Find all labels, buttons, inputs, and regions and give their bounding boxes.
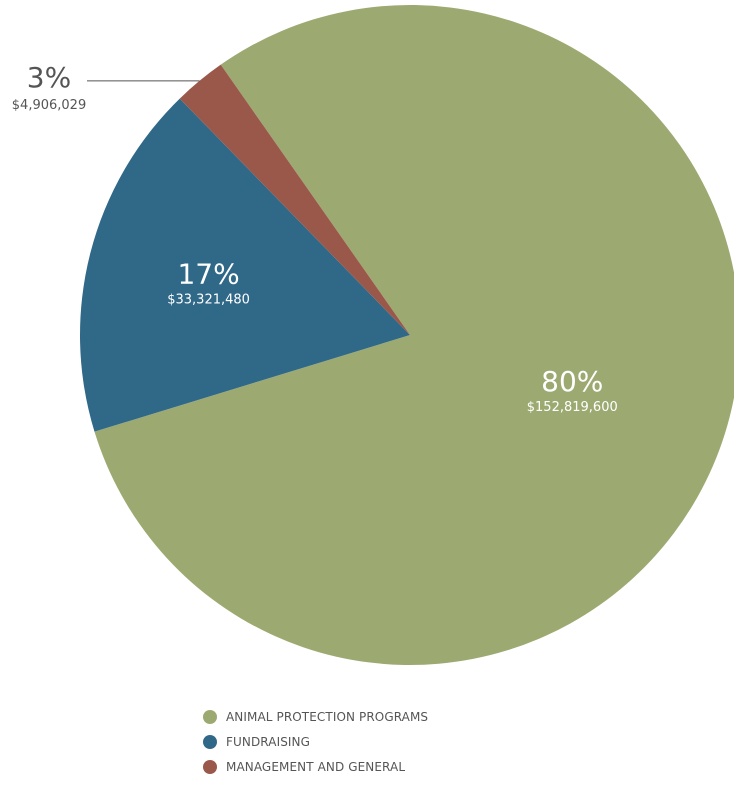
legend-label: FUNDRAISING bbox=[226, 735, 311, 749]
slice-percent-label-management-and-general: 3% bbox=[27, 61, 71, 94]
slice-amount-label-management-and-general: $4,906,029 bbox=[12, 98, 86, 113]
pie-slice-fundraising bbox=[80, 98, 410, 432]
slice-amount-label-animal-protection-programs: $152,819,600 bbox=[527, 400, 618, 415]
legend-item-animal-protection-programs: ANIMAL PROTECTION PROGRAMS bbox=[203, 709, 523, 725]
legend-swatch bbox=[203, 710, 217, 724]
legend-item-management-and-general: MANAGEMENT AND GENERAL bbox=[203, 759, 523, 775]
legend-item-fundraising: FUNDRAISING bbox=[203, 734, 523, 750]
legend-label: MANAGEMENT AND GENERAL bbox=[226, 760, 406, 774]
legend-swatch bbox=[203, 760, 217, 774]
slice-amount-label-fundraising: $33,321,480 bbox=[167, 292, 250, 307]
pie-slice-animal-protection-programs bbox=[94, 5, 734, 665]
legend-swatch bbox=[203, 735, 217, 749]
legend-label: ANIMAL PROTECTION PROGRAMS bbox=[226, 710, 429, 724]
pie-slice-management-and-general bbox=[179, 64, 410, 336]
slice-percent-label-fundraising: 17% bbox=[177, 257, 239, 290]
legend: ANIMAL PROTECTION PROGRAMS FUNDRAISING M… bbox=[203, 709, 523, 784]
pie-chart-svg: 80% $152,819,600 17% $33,321,480 3% $4,906,02… bbox=[12, 5, 734, 665]
slice-percent-label-animal-protection-programs: 80% bbox=[541, 365, 603, 398]
